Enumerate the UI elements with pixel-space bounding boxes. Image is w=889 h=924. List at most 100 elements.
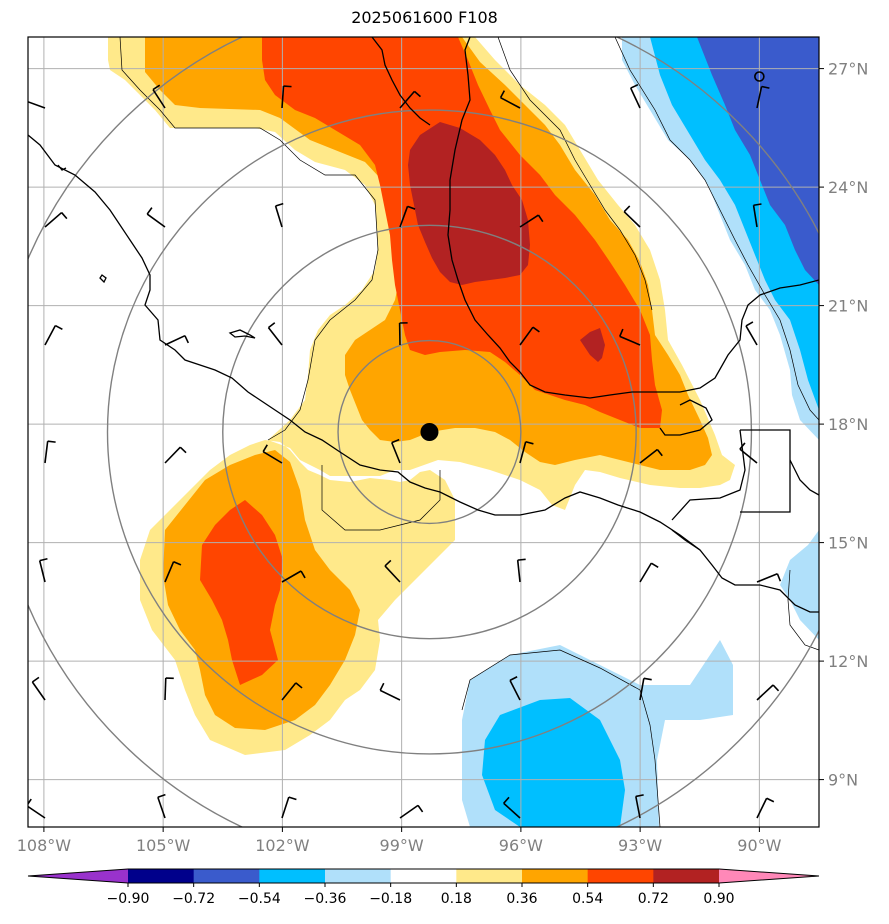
map-frame <box>27 36 820 828</box>
wind-barb <box>164 561 182 583</box>
map-axes: 108°W 105°W 102°W 99°W 96°W 93°W 90°W 27°N 24°N 2… <box>17 60 869 855</box>
colorbar-extend-low <box>28 869 128 883</box>
wind-barb <box>157 793 166 819</box>
wind-barb <box>756 85 770 109</box>
colorbar-tick-label: 0.54 <box>572 891 603 907</box>
shade-pos-072 <box>408 122 530 285</box>
shade-contour-line <box>461 649 661 827</box>
wind-barb <box>516 558 526 583</box>
wind-barb <box>752 203 762 228</box>
wind-barb <box>629 83 641 109</box>
wind-barb <box>44 324 63 346</box>
coastline <box>659 399 713 436</box>
coastline <box>371 37 431 126</box>
wind-barb <box>635 794 644 819</box>
colorbar-swatch <box>193 869 260 883</box>
colorbar-tick-label: −0.72 <box>172 891 215 907</box>
shade-pos-072-b <box>580 328 605 362</box>
coastline <box>57 164 67 171</box>
wind-barb <box>756 797 775 819</box>
lon-tick-label: 90°W <box>737 836 781 855</box>
wind-barb <box>164 677 174 701</box>
range-ring <box>337 339 522 525</box>
colorbar-swatch <box>390 869 457 883</box>
colorbar-tick-label: 0.36 <box>506 891 537 907</box>
wind-barb <box>267 322 283 346</box>
wind-barb <box>146 207 166 228</box>
lon-tick-label: 99°W <box>380 836 424 855</box>
wind-barb <box>152 84 166 109</box>
coastline <box>789 459 819 496</box>
colorbar-tick-label: 0.18 <box>441 891 472 907</box>
lon-tick-label: 96°W <box>499 836 543 855</box>
lat-tick-label: 15°N <box>828 534 868 553</box>
wind-barb <box>31 676 46 701</box>
lat-tick-label: 18°N <box>828 415 868 434</box>
wind-barb <box>509 676 521 701</box>
wind-barb <box>28 100 46 109</box>
coastline <box>99 274 107 284</box>
lat-tick-label: 9°N <box>828 771 858 790</box>
colorbar: −0.90 −0.72 −0.54 −0.36 −0.18 0.18 0.36 0.54 0.7… <box>27 868 820 907</box>
colorbar-tick-label: 0.90 <box>703 891 734 907</box>
wind-barb <box>639 562 659 583</box>
colorbar-tick-label: −0.90 <box>107 891 150 907</box>
shade-contour-line <box>119 37 379 441</box>
colorbar-swatch <box>522 869 589 883</box>
wind-barb <box>384 559 401 583</box>
lat-tick-label: 12°N <box>828 652 868 671</box>
colorbar-swatch <box>325 869 392 883</box>
wind-barb <box>44 211 68 228</box>
coastline <box>228 329 256 339</box>
wind-barb <box>164 334 190 346</box>
colorbar-swatch <box>259 869 326 883</box>
lat-tick-label: 24°N <box>828 178 868 197</box>
shade-contour-line <box>497 37 653 311</box>
wind-barb <box>756 684 780 701</box>
wind-barb <box>399 205 416 228</box>
wind-barb <box>519 214 544 228</box>
colorbar-tick-label: −0.36 <box>304 891 347 907</box>
wind-barb <box>379 682 401 701</box>
wind-barb <box>28 798 46 819</box>
wind-barb <box>623 205 641 228</box>
coastline <box>671 429 746 521</box>
lat-tick-label: 27°N <box>828 60 868 79</box>
colorbar-swatch <box>456 869 523 883</box>
wind-barb <box>499 90 521 109</box>
shade-contour-line <box>614 37 819 421</box>
wind-barb <box>519 326 540 346</box>
wind-barb <box>503 796 521 819</box>
wind-barb <box>399 90 421 109</box>
open-circle-marker <box>754 71 765 82</box>
wind-barb <box>739 442 758 464</box>
lon-tick-label: 102°W <box>255 836 310 855</box>
colorbar-swatch <box>587 869 654 883</box>
wind-barb <box>164 446 187 464</box>
wind-barb <box>756 573 782 583</box>
wind-barb <box>262 444 283 464</box>
colorbar-swatch <box>128 869 195 883</box>
coastline <box>447 37 819 399</box>
coastline <box>28 134 819 613</box>
coastline <box>671 529 701 551</box>
wind-barb <box>281 570 306 583</box>
wind-barb <box>38 557 48 583</box>
chart-title: 2025061600 F108 <box>351 8 498 27</box>
wind-barb <box>639 448 663 464</box>
lon-tick-label: 105°W <box>136 836 191 855</box>
wind-barb <box>399 804 424 819</box>
wind-barb <box>274 202 284 228</box>
colorbar-tick-label: −0.54 <box>238 891 281 907</box>
shade-neg-018-se <box>790 540 819 615</box>
wind-barb <box>745 321 758 346</box>
storm-center-marker <box>420 423 439 441</box>
range-ring <box>222 224 637 640</box>
lon-tick-label: 93°W <box>618 836 662 855</box>
range-ring <box>106 109 753 755</box>
lon-tick-label: 108°W <box>17 836 72 855</box>
wind-barb <box>44 440 56 464</box>
wind-barb <box>281 796 297 819</box>
